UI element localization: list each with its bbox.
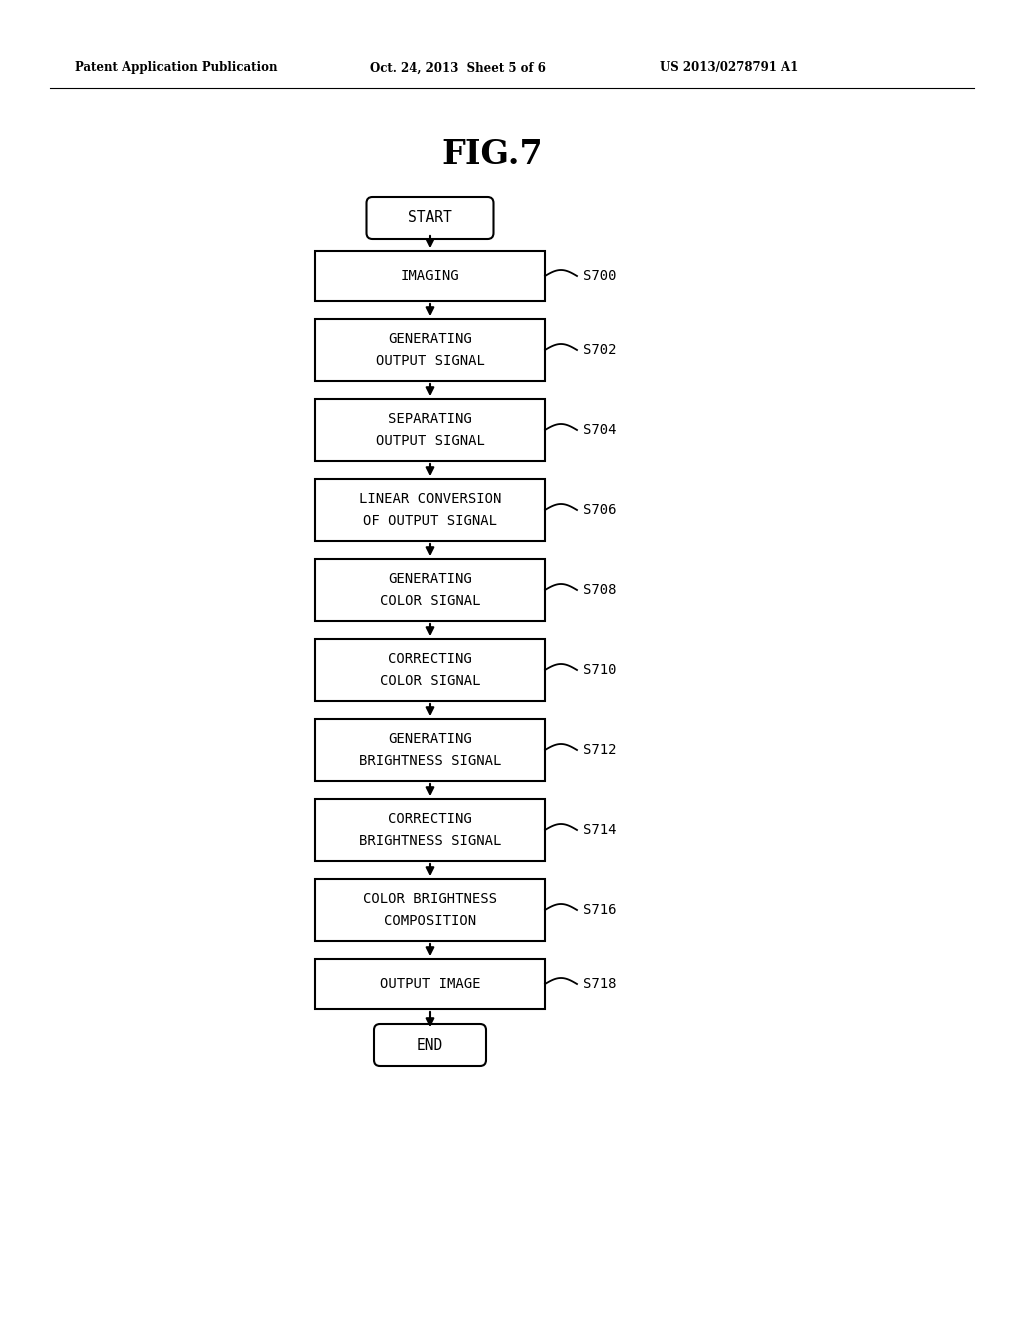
Text: S718: S718 [583, 977, 616, 991]
Text: COLOR BRIGHTNESS: COLOR BRIGHTNESS [362, 892, 497, 906]
Text: COLOR SIGNAL: COLOR SIGNAL [380, 594, 480, 609]
Text: SEPARATING: SEPARATING [388, 412, 472, 426]
Text: S714: S714 [583, 822, 616, 837]
Text: CORRECTING: CORRECTING [388, 812, 472, 826]
Text: GENERATING: GENERATING [388, 572, 472, 586]
Text: S708: S708 [583, 583, 616, 597]
Text: GENERATING: GENERATING [388, 333, 472, 346]
Text: OUTPUT SIGNAL: OUTPUT SIGNAL [376, 354, 484, 368]
Text: IMAGING: IMAGING [400, 269, 460, 282]
Text: GENERATING: GENERATING [388, 733, 472, 746]
Text: US 2013/0278791 A1: US 2013/0278791 A1 [660, 62, 799, 74]
Text: BRIGHTNESS SIGNAL: BRIGHTNESS SIGNAL [358, 834, 501, 847]
Bar [315, 719, 545, 781]
Bar [315, 558, 545, 620]
Text: CORRECTING: CORRECTING [388, 652, 472, 667]
FancyBboxPatch shape [374, 1024, 486, 1067]
FancyBboxPatch shape [367, 197, 494, 239]
Bar [315, 399, 545, 461]
Bar [315, 479, 545, 541]
Text: OUTPUT SIGNAL: OUTPUT SIGNAL [376, 434, 484, 447]
Text: S710: S710 [583, 663, 616, 677]
Text: START: START [409, 210, 452, 226]
Text: S712: S712 [583, 743, 616, 756]
Text: COMPOSITION: COMPOSITION [384, 913, 476, 928]
Text: Oct. 24, 2013  Sheet 5 of 6: Oct. 24, 2013 Sheet 5 of 6 [370, 62, 546, 74]
Text: FIG.7: FIG.7 [441, 139, 543, 172]
Bar [315, 639, 545, 701]
Text: S706: S706 [583, 503, 616, 517]
Bar [315, 319, 545, 381]
Text: S716: S716 [583, 903, 616, 917]
Text: S700: S700 [583, 269, 616, 282]
Text: S704: S704 [583, 422, 616, 437]
Text: BRIGHTNESS SIGNAL: BRIGHTNESS SIGNAL [358, 754, 501, 768]
Text: OF OUTPUT SIGNAL: OF OUTPUT SIGNAL [362, 513, 497, 528]
Bar [315, 960, 545, 1008]
Text: END: END [417, 1038, 443, 1052]
Text: OUTPUT IMAGE: OUTPUT IMAGE [380, 977, 480, 991]
Text: COLOR SIGNAL: COLOR SIGNAL [380, 675, 480, 688]
Bar [315, 251, 545, 301]
Bar [315, 799, 545, 861]
Bar [315, 879, 545, 941]
Text: S702: S702 [583, 343, 616, 356]
Text: Patent Application Publication: Patent Application Publication [75, 62, 278, 74]
Text: LINEAR CONVERSION: LINEAR CONVERSION [358, 492, 501, 506]
